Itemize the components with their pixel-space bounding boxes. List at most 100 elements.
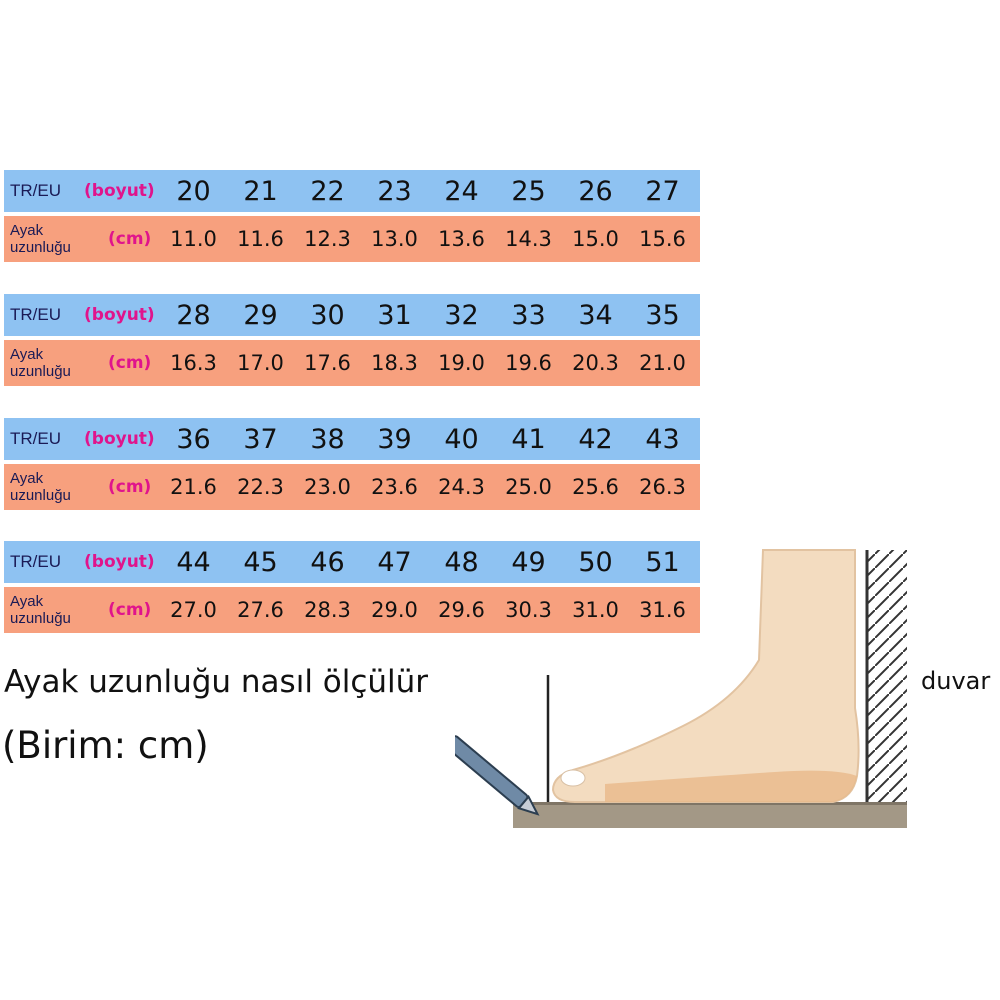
size-cell: 27: [645, 175, 680, 207]
size-cell: 25: [511, 175, 546, 207]
length-cell: 11.0: [170, 227, 217, 251]
length-cell: 19.0: [438, 351, 485, 375]
size-cell: 23: [377, 175, 412, 207]
length-unit-label: (cm): [108, 353, 152, 373]
size-unit-label: (boyut): [84, 429, 155, 449]
size-cell: 36: [176, 423, 211, 455]
length-label-line1: Ayak: [10, 346, 44, 363]
length-cell: 17.6: [304, 351, 351, 375]
length-label-line2: uzunluğu: [10, 239, 71, 256]
measure-howto-title: Ayak uzunluğu nasıl ölçülür: [4, 664, 429, 700]
length-cell: 25.0: [505, 475, 552, 499]
size-cell: 48: [444, 546, 479, 578]
size-cell: 51: [645, 546, 680, 578]
size-cell: 42: [578, 423, 613, 455]
length-cell: 27.0: [170, 598, 217, 622]
size-table-3: TR/EU (boyut) 36 37 38 39 40 41 42 43 Ay…: [4, 418, 700, 510]
size-cell: 33: [511, 299, 546, 331]
length-cell: 22.3: [237, 475, 284, 499]
length-label-line1: Ayak: [10, 222, 44, 239]
length-cell: 17.0: [237, 351, 284, 375]
length-cell: 31.0: [572, 598, 619, 622]
length-cell: 13.6: [438, 227, 485, 251]
length-unit-label: (cm): [108, 600, 152, 620]
length-row: Ayak uzunluğu (cm) 27.0 27.6 28.3 29.0 2…: [4, 587, 700, 633]
length-cell: 28.3: [304, 598, 351, 622]
size-table-4: TR/EU (boyut) 44 45 46 47 48 49 50 51 Ay…: [4, 541, 700, 633]
wall-label: duvar: [921, 667, 991, 695]
size-cell: 49: [511, 546, 546, 578]
length-unit-label: (cm): [108, 229, 152, 249]
size-cell: 47: [377, 546, 412, 578]
size-cell: 34: [578, 299, 613, 331]
size-cell: 31: [377, 299, 412, 331]
length-cell: 20.3: [572, 351, 619, 375]
length-cell: 21.0: [639, 351, 686, 375]
length-cell: 30.3: [505, 598, 552, 622]
size-cell: 32: [444, 299, 479, 331]
length-cell: 21.6: [170, 475, 217, 499]
size-cell: 37: [243, 423, 278, 455]
size-cell: 22: [310, 175, 345, 207]
size-table-1: TR/EU (boyut) 20 21 22 23 24 25 26 27 Ay…: [4, 170, 700, 262]
size-row-label: TR/EU: [10, 305, 61, 324]
length-label-line1: Ayak: [10, 470, 44, 487]
length-label-line2: uzunluğu: [10, 487, 71, 504]
size-row: TR/EU (boyut) 20 21 22 23 24 25 26 27: [4, 170, 700, 212]
wall: [867, 550, 907, 802]
size-unit-label: (boyut): [84, 181, 155, 201]
length-row: Ayak uzunluğu (cm) 16.3 17.0 17.6 18.3 1…: [4, 340, 700, 386]
length-cell: 13.0: [371, 227, 418, 251]
length-cell: 15.6: [639, 227, 686, 251]
length-cell: 25.6: [572, 475, 619, 499]
length-cell: 16.3: [170, 351, 217, 375]
length-label-line2: uzunluğu: [10, 363, 71, 380]
length-cell: 14.3: [505, 227, 552, 251]
length-cell: 26.3: [639, 475, 686, 499]
length-cell: 31.6: [639, 598, 686, 622]
unit-note: (Birim: cm): [2, 724, 209, 767]
length-cell: 23.6: [371, 475, 418, 499]
length-cell: 23.0: [304, 475, 351, 499]
size-cell: 30: [310, 299, 345, 331]
size-cell: 28: [176, 299, 211, 331]
size-row-label: TR/EU: [10, 181, 61, 200]
size-unit-label: (boyut): [84, 305, 155, 325]
pencil-icon: [455, 735, 540, 816]
length-label-line2: uzunluğu: [10, 610, 71, 627]
foot-measure-illustration: [455, 549, 907, 828]
size-cell: 40: [444, 423, 479, 455]
length-cell: 18.3: [371, 351, 418, 375]
size-row: TR/EU (boyut) 28 29 30 31 32 33 34 35: [4, 294, 700, 336]
size-cell: 45: [243, 546, 278, 578]
size-cell: 41: [511, 423, 546, 455]
size-cell: 38: [310, 423, 345, 455]
size-cell: 43: [645, 423, 680, 455]
length-cell: 15.0: [572, 227, 619, 251]
length-row-label: Ayak uzunluğu: [10, 587, 71, 633]
length-cell: 19.6: [505, 351, 552, 375]
length-cell: 29.6: [438, 598, 485, 622]
length-label-line1: Ayak: [10, 593, 44, 610]
size-cell: 26: [578, 175, 613, 207]
size-row-label: TR/EU: [10, 552, 61, 571]
size-cell: 44: [176, 546, 211, 578]
length-row: Ayak uzunluğu (cm) 11.0 11.6 12.3 13.0 1…: [4, 216, 700, 262]
size-unit-label: (boyut): [84, 552, 155, 572]
length-cell: 24.3: [438, 475, 485, 499]
length-cell: 29.0: [371, 598, 418, 622]
size-cell: 29: [243, 299, 278, 331]
length-row: Ayak uzunluğu (cm) 21.6 22.3 23.0 23.6 2…: [4, 464, 700, 510]
size-cell: 35: [645, 299, 680, 331]
length-row-label: Ayak uzunluğu: [10, 464, 71, 510]
length-unit-label: (cm): [108, 477, 152, 497]
size-row-label: TR/EU: [10, 429, 61, 448]
length-cell: 12.3: [304, 227, 351, 251]
length-cell: 27.6: [237, 598, 284, 622]
size-cell: 20: [176, 175, 211, 207]
size-cell: 46: [310, 546, 345, 578]
length-cell: 11.6: [237, 227, 284, 251]
size-cell: 50: [578, 546, 613, 578]
size-row: TR/EU (boyut) 36 37 38 39 40 41 42 43: [4, 418, 700, 460]
size-cell: 24: [444, 175, 479, 207]
